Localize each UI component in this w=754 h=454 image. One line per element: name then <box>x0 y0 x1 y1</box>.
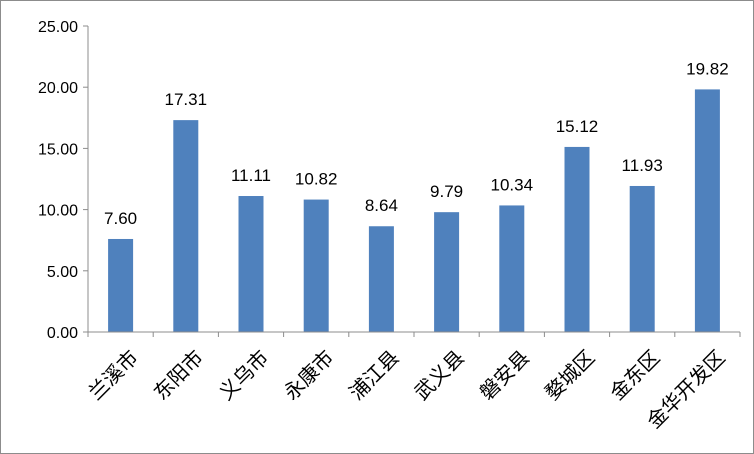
bar <box>303 199 329 332</box>
bar <box>434 212 460 332</box>
data-label: 8.64 <box>365 196 398 215</box>
y-tick-label: 0.00 <box>47 325 78 342</box>
data-labels: 7.60 17.31 11.11 10.82 8.64 9.79 10.34 15.12 11.… <box>104 59 729 228</box>
data-label: 10.34 <box>491 175 534 194</box>
data-label: 11.93 <box>622 156 663 175</box>
bar <box>629 185 655 332</box>
data-label: 17.31 <box>165 90 208 109</box>
bar <box>238 196 264 332</box>
data-label: 9.79 <box>430 182 463 201</box>
category-label: 金东区 <box>605 345 664 404</box>
bars <box>108 89 720 332</box>
y-tick-label: 5.00 <box>47 264 78 281</box>
y-tick-label: 20.00 <box>38 80 78 97</box>
data-label: 10.82 <box>295 170 338 189</box>
y-axis-ticks: 0.00 5.00 10.00 15.00 20.00 25.00 <box>38 19 741 342</box>
y-tick-label: 25.00 <box>38 19 78 36</box>
bar <box>368 226 394 332</box>
category-label: 兰溪市 <box>83 345 142 404</box>
category-label: 永康市 <box>279 345 338 404</box>
y-tick-label: 15.00 <box>38 141 78 158</box>
category-label: 武义县 <box>409 345 468 404</box>
data-label: 7.60 <box>104 209 137 228</box>
bar <box>108 238 134 332</box>
category-label: 浦江县 <box>344 345 403 404</box>
category-label: 婺城区 <box>540 345 599 404</box>
category-label: 磐安县 <box>475 345 534 404</box>
bar <box>564 146 590 332</box>
category-label: 义乌市 <box>214 345 273 404</box>
bar <box>173 120 199 332</box>
data-label: 15.12 <box>556 117 599 136</box>
category-label: 东阳市 <box>149 345 208 404</box>
data-label: 19.82 <box>686 59 729 78</box>
y-tick-label: 10.00 <box>38 203 78 220</box>
bar <box>694 89 720 332</box>
bar <box>499 205 525 332</box>
data-label: 11.11 <box>231 166 271 185</box>
